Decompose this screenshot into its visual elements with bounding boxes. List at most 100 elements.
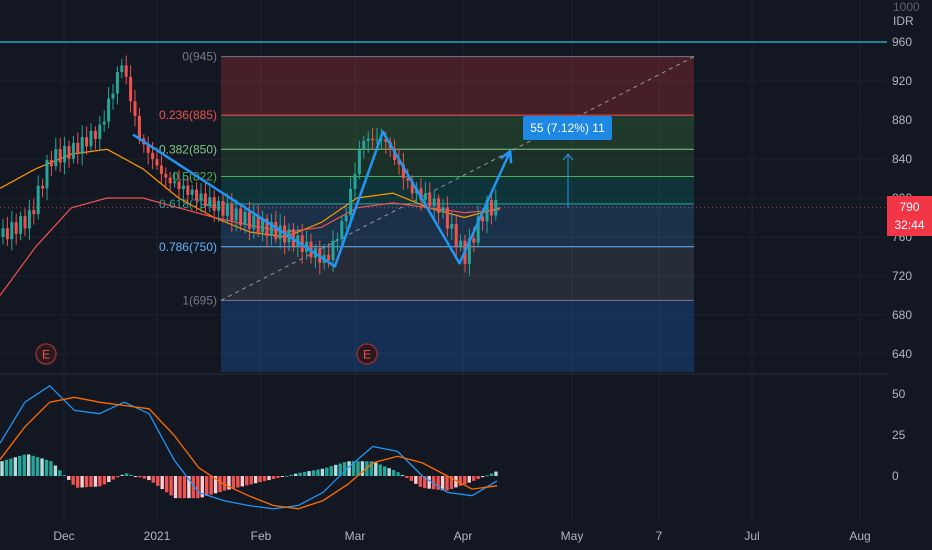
histogram-bar — [133, 476, 138, 477]
histogram-bar — [209, 476, 213, 495]
candle-body — [344, 215, 348, 222]
candle-body — [195, 189, 199, 201]
candle-body — [441, 207, 445, 213]
macd-tick-label: 25 — [892, 428, 906, 442]
measure-label[interactable]: 55 (7.12%) 11 — [523, 116, 612, 140]
candle-body — [129, 76, 133, 102]
candle-body — [111, 93, 115, 99]
histogram-bar — [258, 476, 262, 483]
histogram-bar — [218, 476, 222, 493]
candle-body — [437, 198, 441, 213]
histogram-bar — [93, 476, 98, 487]
fibonacci-retracement[interactable]: 0(945)0.236(885)0.382(850)0.5(822)0.618(… — [159, 50, 695, 372]
histogram-bar — [405, 476, 409, 479]
drawn-pattern[interactable] — [132, 130, 574, 268]
candle-body — [401, 164, 405, 179]
candle-body — [36, 185, 40, 215]
histogram-bar — [400, 475, 405, 477]
candle-body — [199, 193, 203, 201]
histogram-bar — [369, 461, 374, 476]
candle-body — [32, 210, 36, 215]
candle-body — [467, 238, 471, 264]
y-tick-label: 960 — [892, 35, 912, 49]
candles — [1, 55, 498, 276]
histogram-bar — [27, 454, 31, 476]
candle-body — [481, 216, 485, 222]
earnings-marker-label: E — [42, 348, 50, 362]
histogram-bar — [409, 476, 414, 481]
candle-body — [243, 211, 247, 226]
x-tick-label: Mar — [345, 529, 366, 543]
histogram-bar — [338, 463, 342, 476]
y-tick-label: 840 — [892, 152, 912, 166]
histogram-bar — [102, 476, 107, 485]
histogram-bar — [49, 461, 53, 476]
candle-body — [230, 204, 234, 221]
histogram-bar — [334, 464, 338, 476]
histogram-bar — [191, 476, 196, 499]
histogram-bar — [253, 476, 258, 484]
histogram-bar — [89, 476, 93, 487]
x-tick-label: May — [561, 529, 584, 543]
histogram-bar — [302, 471, 307, 476]
x-tick-label: Dec — [53, 529, 74, 543]
histogram-bar — [472, 476, 476, 481]
histogram-bar — [240, 476, 244, 487]
histogram-bar — [449, 476, 454, 490]
candle-body — [410, 180, 414, 194]
fib-trend-line — [220, 56, 695, 301]
fib-zone — [221, 115, 694, 150]
histogram-bar — [222, 476, 227, 491]
histogram-bar — [440, 476, 445, 491]
histogram-bar — [249, 476, 253, 485]
candle-body — [489, 199, 493, 216]
macd-tick-label: 0 — [892, 469, 899, 483]
candle-body — [49, 160, 53, 167]
candle-body — [19, 216, 23, 234]
histogram-bar — [169, 476, 173, 496]
candle-body — [63, 145, 67, 163]
candle-body — [375, 139, 379, 141]
candle-body — [450, 224, 454, 229]
fib-zone — [221, 246, 694, 301]
candle-body — [186, 185, 190, 195]
histogram-bar — [356, 461, 360, 476]
y-tick-label: 680 — [892, 308, 912, 322]
histogram-bar — [454, 476, 458, 488]
histogram-bar — [18, 455, 22, 476]
candle-body — [225, 204, 229, 216]
histogram-bar — [227, 476, 231, 490]
histogram-bar — [285, 475, 289, 477]
candle-body — [164, 173, 168, 178]
candle-body — [151, 152, 155, 160]
candle-body — [261, 218, 265, 233]
candle-body — [221, 200, 225, 216]
candle-body — [27, 210, 31, 229]
histogram-bar — [156, 476, 160, 486]
candle-body — [124, 65, 128, 77]
histogram-bar — [271, 476, 276, 480]
x-tick-label: Aug — [849, 529, 870, 543]
y-tick-label: 720 — [892, 269, 912, 283]
candle-body — [476, 216, 480, 243]
candle-body — [335, 239, 339, 241]
pattern-zigzag — [132, 130, 512, 268]
histogram-bar — [387, 468, 391, 476]
histogram-bar — [173, 476, 178, 499]
candle-body — [89, 130, 93, 147]
histogram-bar — [138, 476, 142, 478]
x-tick-label: Jul — [744, 529, 759, 543]
fib-zone — [221, 149, 694, 177]
histogram-bar — [351, 461, 356, 476]
histogram-bar — [196, 476, 200, 499]
histogram-bar — [160, 476, 164, 490]
candle-body — [41, 185, 45, 189]
histogram-bar — [116, 476, 120, 478]
candle-body — [5, 228, 9, 240]
currency-code: IDR — [893, 14, 914, 28]
macd-pane — [0, 384, 498, 510]
histogram-bar — [182, 476, 187, 499]
macd-tick-label: 50 — [892, 387, 906, 401]
